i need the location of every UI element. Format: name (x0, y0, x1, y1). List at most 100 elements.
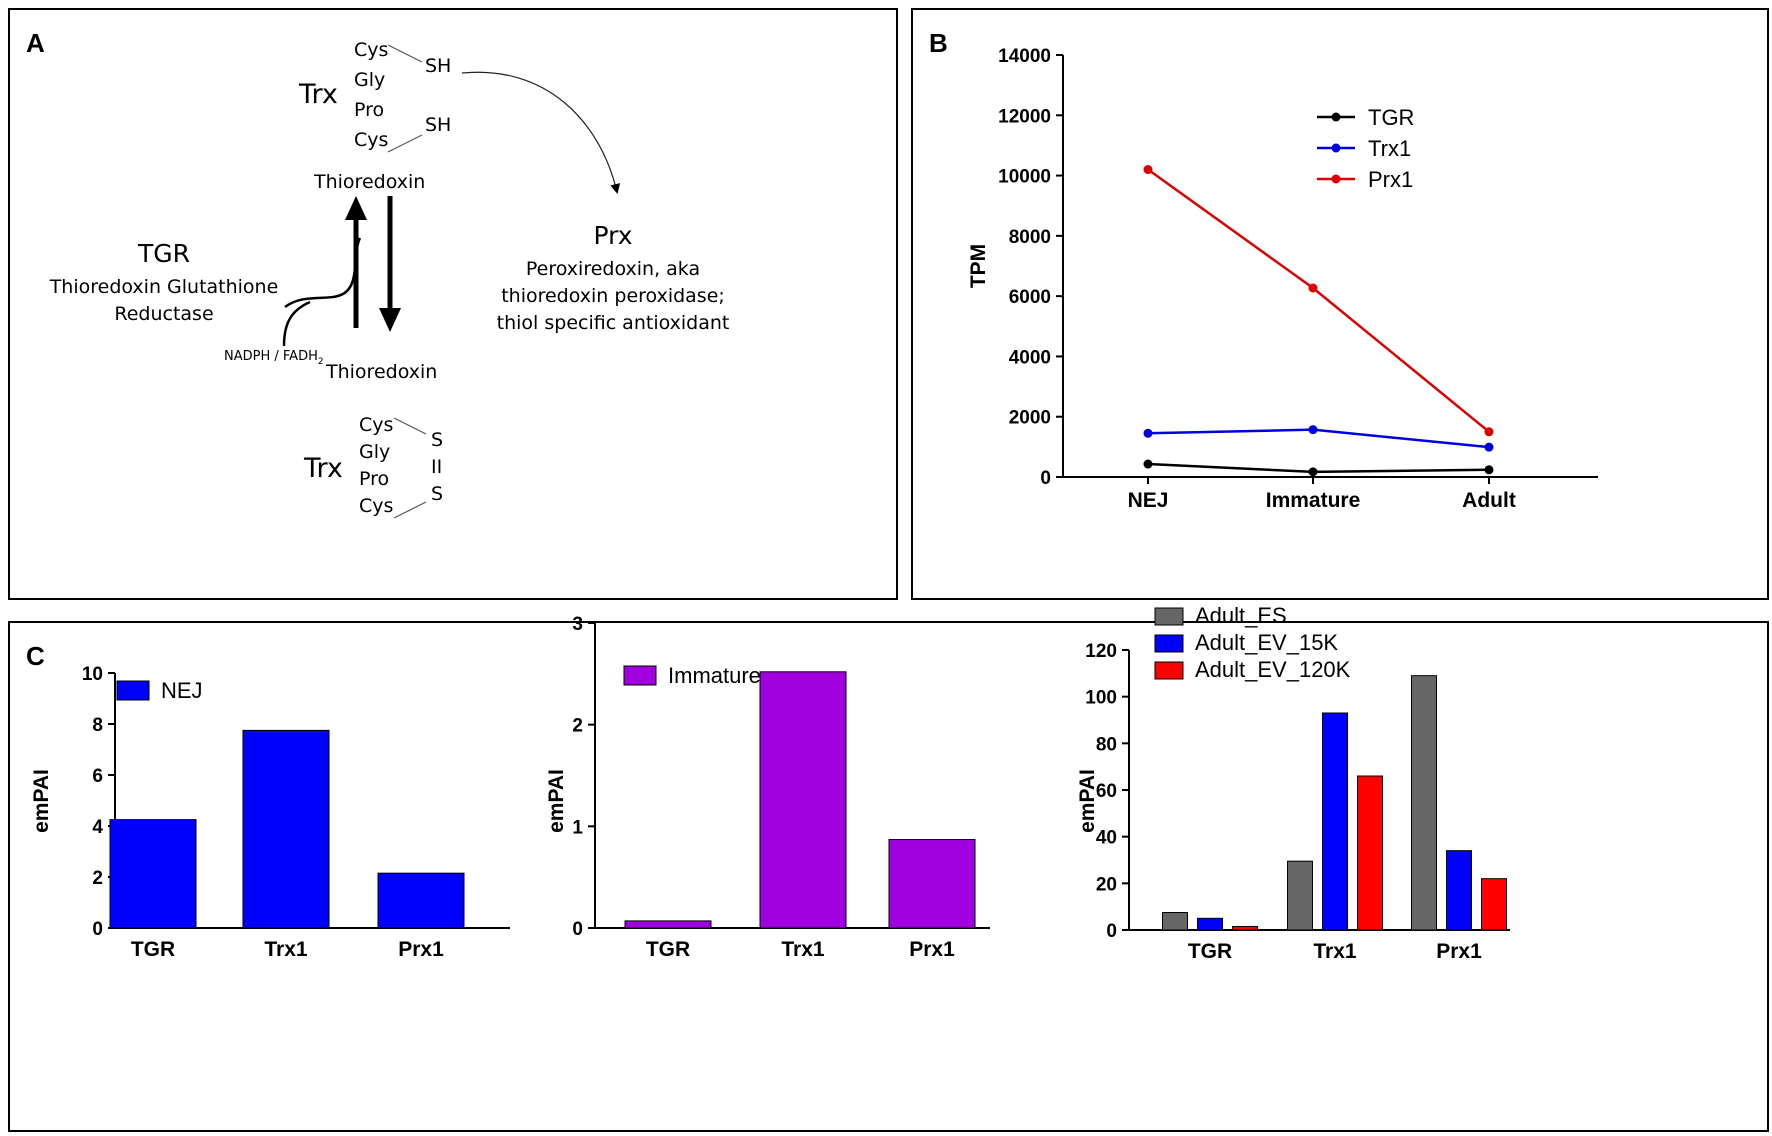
data-point-trx1 (1143, 428, 1153, 438)
data-point-tgr (1484, 465, 1494, 475)
y-tick-label: 3 (572, 614, 583, 635)
x-tick-label: Prx1 (909, 938, 955, 961)
data-point-tgr (1308, 467, 1318, 477)
prx-desc-1: Peroxiredoxin, aka (526, 258, 700, 280)
trx-top-label: Trx (298, 79, 338, 110)
bar-adult_ev_15k-prx1 (1446, 850, 1472, 931)
bar-adult_ev_15k-tgr (1197, 917, 1223, 931)
panel-label-a: A (26, 28, 45, 58)
legend-label-adult_es: Adult_ES (1195, 603, 1287, 628)
tgr-label: TGR (137, 239, 190, 268)
disulfide-bond: II (431, 456, 442, 478)
y-tick-label: 4 (92, 817, 103, 838)
trx-top-sh-1: SH (425, 55, 451, 77)
y-tick-label: 0 (572, 919, 583, 940)
data-point-trx1 (1308, 425, 1318, 435)
bar-chart-1: 0 2 4 6 8 10 emPAI TGR Trx1 Prx1 NEJ (30, 664, 510, 961)
trx-top-residue-2: Gly (354, 69, 385, 91)
bar-adult_es-prx1 (1411, 675, 1437, 931)
panel-label-c: C (26, 641, 45, 671)
y-tick-label: 8000 (1009, 227, 1051, 248)
y-tick-label: 120 (1085, 641, 1117, 662)
tgr-curve (284, 237, 362, 309)
legend-marker-tgr (1331, 112, 1341, 122)
bar-adult_ev_120k-tgr (1232, 926, 1258, 931)
y-tick-label: 10 (82, 664, 103, 685)
prx-desc-2: thioredoxin peroxidase; (501, 285, 725, 307)
y-axis-title: emPAI (545, 769, 568, 833)
y-tick-label: 6000 (1009, 287, 1051, 308)
trx-bottom-bond-1 (393, 417, 427, 435)
series-line-tgr (1147, 462, 1490, 474)
x-tick-label: Adult (1462, 489, 1516, 512)
tpm-line-chart: B 0 2000 4000 6000 8000 10000 12000 14000 NEJ Imm… (929, 28, 1598, 512)
y-tick-label: 40 (1096, 828, 1117, 849)
y-tick-label: 8 (92, 715, 103, 736)
tgr-desc-1: Thioredoxin Glutathione (49, 276, 279, 298)
y-tick-label: 0 (1040, 468, 1051, 489)
thioredoxin-reduced-label: Thioredoxin (313, 171, 425, 193)
x-tick-label: Trx1 (1313, 940, 1357, 963)
trx-bottom-residue-2: Gly (359, 441, 390, 463)
y-tick-label: 60 (1096, 781, 1117, 802)
y-tick-label: 14000 (998, 46, 1051, 67)
curved-arrow-to-prx (461, 71, 621, 194)
trx-top-sh-2: SH (425, 114, 451, 136)
series-line-trx1 (1147, 428, 1490, 449)
y-tick-label: 4000 (1009, 347, 1051, 368)
legend-swatch-adult_ev_15k (1154, 634, 1184, 653)
legend-swatch-adult_ev_120k (1154, 661, 1184, 680)
bar-nej-trx1 (242, 729, 330, 929)
data-point-trx1 (1484, 442, 1494, 452)
x-tick-label: Prx1 (398, 938, 444, 961)
x-tick-label: NEJ (1128, 489, 1169, 512)
series-line-prx1 (1147, 168, 1490, 433)
panel-b-line-chart: B 0 2000 4000 6000 8000 10000 12000 14000 NEJ Imm… (911, 8, 1769, 600)
bar-immature-trx1 (759, 671, 847, 929)
x-tick-label: TGR (131, 938, 175, 961)
panel-a-diagram: A Trx Cys Gly Pro Cys SH SH Thioredoxin … (8, 8, 898, 600)
oxidation-arrowhead (379, 308, 401, 332)
legend-label-trx1: Trx1 (1368, 136, 1411, 161)
data-point-prx1 (1143, 165, 1153, 175)
trx-top-residue-3: Pro (354, 99, 384, 121)
y-tick-label: 1 (572, 817, 583, 838)
bar-adult_es-tgr (1162, 912, 1188, 931)
trx-bottom-residue-3: Pro (359, 468, 389, 490)
empai-bar-charts: C 0 2 4 6 8 10 emPAI TGR Trx1 Prx1 NEJ 0 1 2 3 emPAI TGR… (26, 603, 1510, 963)
y-axis-title: emPAI (1076, 769, 1099, 833)
bar-nej-prx1 (377, 872, 465, 929)
legend-label-tgr: TGR (1368, 105, 1414, 130)
legend-label-adult_ev_120k: Adult_EV_120K (1195, 657, 1351, 682)
prx-label: Prx (593, 221, 632, 250)
trx-top-bond-2 (387, 134, 423, 153)
trx-bottom-s-2: S (431, 483, 443, 505)
x-tick-label: Immature (1266, 489, 1361, 512)
bar-adult_es-trx1 (1287, 860, 1313, 931)
y-tick-label: 2 (572, 716, 583, 737)
bar-immature-prx1 (888, 839, 976, 929)
data-point-prx1 (1484, 427, 1494, 437)
bar-nej-tgr (109, 819, 197, 929)
y-tick-label: 2000 (1009, 408, 1051, 429)
bar-chart-2: 0 1 2 3 emPAI TGR Trx1 Prx1 Immature (545, 614, 990, 961)
thioredoxin-oxidized-label: Thioredoxin (325, 361, 437, 383)
y-axis-title: emPAI (30, 769, 53, 833)
bar-adult_ev_15k-trx1 (1322, 712, 1348, 931)
trx-top-residue-4: Cys (354, 129, 388, 151)
data-point-prx1 (1308, 283, 1318, 293)
y-tick-label: 6 (92, 766, 103, 787)
trx-bottom-bond-2 (393, 501, 427, 519)
x-tick-label: Prx1 (1436, 940, 1482, 963)
cofactor-label: NADPH / FADH2 (224, 349, 324, 367)
reduction-arrowhead (345, 196, 367, 220)
y-tick-label: 10000 (998, 167, 1051, 188)
legend-label-prx1: Prx1 (1368, 167, 1413, 192)
bar-immature-tgr (624, 920, 712, 929)
y-tick-label: 80 (1096, 734, 1117, 755)
tgr-desc-2: Reductase (114, 303, 213, 325)
trx-bottom-residue-4: Cys (359, 495, 393, 517)
legend-swatch-adult_es (1154, 607, 1184, 626)
y-tick-label: 100 (1085, 688, 1117, 709)
